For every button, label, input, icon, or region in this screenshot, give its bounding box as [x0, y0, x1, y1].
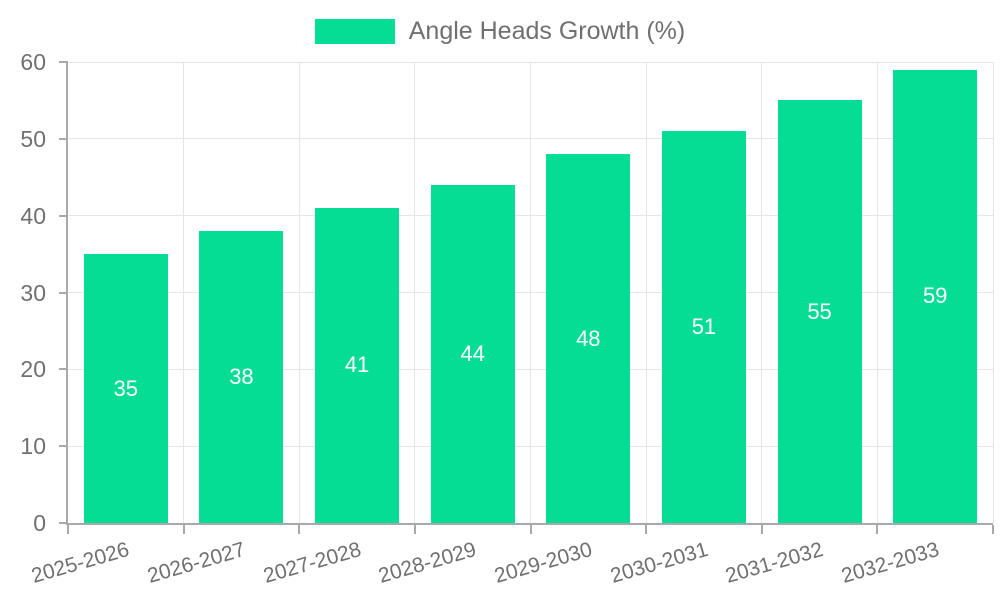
bar[interactable]: 41	[315, 207, 400, 523]
x-axis-line	[66, 523, 993, 525]
plot-area: 35 38 41 44 48 51 55 59	[68, 61, 994, 523]
x-tick-label: 2025-2026	[29, 538, 133, 588]
x-tick-label: 2030-2031	[607, 538, 711, 588]
x-tick-mark	[413, 525, 416, 534]
v-gridline	[414, 62, 416, 523]
legend-swatch	[314, 19, 395, 44]
v-gridline	[183, 62, 185, 523]
bar-value-label: 41	[344, 352, 370, 378]
x-tick-mark	[182, 525, 185, 534]
v-gridline	[530, 62, 531, 523]
y-tick-label: 20	[20, 356, 46, 383]
bar-value-label: 48	[576, 325, 601, 351]
y-tick-label: 0	[33, 510, 46, 536]
x-tick-label: 2028-2029	[376, 538, 480, 588]
v-gridline	[876, 62, 878, 523]
bar[interactable]: 59	[893, 69, 978, 523]
bar[interactable]: 55	[777, 100, 862, 523]
legend-item[interactable]: Angle Heads Growth (%)	[0, 17, 1000, 46]
y-tick-label: 10	[20, 433, 46, 460]
bar-value-label: 35	[113, 375, 139, 401]
x-tick-mark	[876, 525, 879, 534]
x-tick-label: 2032-2033	[838, 538, 942, 588]
y-tick-label: 30	[20, 279, 46, 306]
y-tick-label: 50	[20, 125, 46, 152]
y-tick-mark	[59, 137, 68, 140]
x-tick-label: 2026-2027	[144, 538, 248, 588]
bar[interactable]: 48	[546, 154, 631, 523]
y-tick-mark	[59, 522, 68, 524]
x-tick-mark	[760, 525, 763, 534]
v-gridline	[645, 62, 647, 523]
y-tick-label: 40	[20, 202, 46, 229]
x-tick-mark	[529, 525, 532, 534]
y-tick-mark	[59, 445, 68, 448]
y-axis-line	[66, 62, 68, 525]
bar-value-label: 59	[922, 283, 948, 309]
x-tick-mark	[992, 525, 994, 534]
x-tick-label: 2031-2032	[723, 538, 826, 588]
v-gridline	[298, 62, 300, 523]
y-tick-mark	[59, 368, 68, 371]
legend-label: Angle Heads Growth (%)	[408, 17, 686, 45]
bar-value-label: 55	[807, 298, 832, 324]
bar[interactable]: 51	[661, 131, 746, 523]
bar[interactable]: 35	[83, 254, 168, 523]
x-tick-label: 2029-2030	[491, 538, 595, 588]
y-tick-label: 60	[20, 49, 46, 75]
y-tick-mark	[59, 291, 68, 294]
y-tick-mark	[59, 61, 68, 63]
bar-value-label: 51	[691, 314, 717, 340]
bar-value-label: 38	[229, 364, 254, 390]
v-gridline	[761, 62, 763, 523]
y-tick-mark	[59, 214, 68, 217]
bar-value-label: 44	[460, 340, 485, 366]
x-tick-mark	[298, 525, 301, 534]
v-gridline	[992, 62, 994, 523]
bar[interactable]: 38	[199, 231, 284, 523]
bar[interactable]: 44	[430, 184, 515, 523]
x-tick-mark	[645, 525, 648, 534]
x-tick-mark	[67, 525, 69, 534]
x-tick-label: 2027-2028	[260, 538, 364, 588]
